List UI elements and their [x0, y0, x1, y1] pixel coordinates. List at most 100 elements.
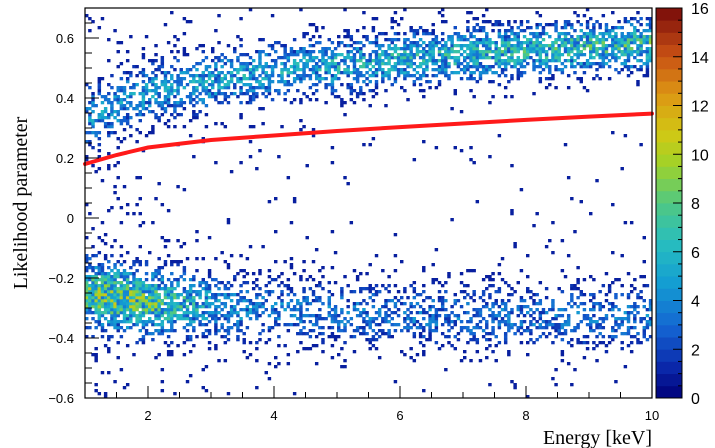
heatmap-cell [103, 302, 108, 306]
heatmap-cell [173, 314, 177, 318]
heatmap-cell [481, 26, 486, 30]
heatmap-cell [412, 74, 417, 78]
heatmap-cell [217, 101, 221, 105]
heatmap-cell [270, 68, 275, 72]
heatmap-cell [110, 101, 114, 105]
colorbar-segment [656, 288, 682, 301]
heatmap-cell [494, 53, 498, 57]
heatmap-cell [633, 302, 637, 306]
heatmap-cell [151, 290, 155, 294]
heatmap-cell [532, 47, 536, 51]
heatmap-cell [154, 89, 158, 93]
heatmap-cell [611, 338, 615, 342]
heatmap-cell [475, 29, 480, 33]
heatmap-cell [318, 308, 322, 312]
heatmap-cell [129, 101, 133, 105]
heatmap-cell [195, 257, 199, 261]
heatmap-cell [607, 32, 612, 36]
heatmap-cell [302, 287, 306, 291]
heatmap-cell [110, 110, 114, 114]
heatmap-cell [384, 74, 388, 78]
heatmap-cell [377, 290, 382, 294]
heatmap-cell [415, 77, 420, 81]
heatmap-cell [160, 56, 165, 60]
heatmap-cell [321, 266, 325, 270]
heatmap-cell [611, 329, 615, 333]
heatmap-cell [409, 53, 413, 57]
heatmap-cell [488, 68, 492, 72]
heatmap-cell [519, 305, 524, 309]
heatmap-cell [201, 59, 205, 63]
heatmap-cell [573, 11, 577, 15]
heatmap-cell [132, 260, 136, 264]
heatmap-cell [292, 305, 297, 309]
heatmap-cell [226, 281, 231, 285]
heatmap-cell [535, 65, 539, 69]
heatmap-cell [365, 35, 369, 39]
heatmap-cell [475, 41, 480, 45]
heatmap-cell [352, 290, 357, 294]
heatmap-cell [343, 326, 347, 330]
heatmap-cell [201, 335, 205, 339]
heatmap-cell [103, 257, 108, 261]
heatmap-cell [258, 305, 262, 309]
heatmap-cell [510, 293, 514, 297]
heatmap-cell [535, 23, 539, 27]
heatmap-cell [434, 320, 439, 324]
heatmap-cell [226, 263, 231, 267]
heatmap-cell [107, 305, 111, 309]
heatmap-cell [299, 50, 303, 54]
heatmap-cell [485, 320, 489, 324]
heatmap-cell [444, 314, 448, 318]
heatmap-cell [261, 77, 265, 81]
heatmap-cell [352, 335, 357, 339]
heatmap-cell [151, 83, 155, 87]
heatmap-cell [173, 308, 177, 312]
heatmap-cell [223, 296, 228, 300]
heatmap-cell [255, 302, 259, 306]
heatmap-cell [289, 50, 294, 54]
heatmap-cell [516, 305, 520, 309]
heatmap-cell [119, 254, 124, 258]
heatmap-cell [374, 83, 379, 87]
heatmap-cell [620, 26, 624, 30]
heatmap-cell [91, 92, 95, 96]
heatmap-cell [475, 338, 480, 342]
heatmap-cell [318, 314, 322, 318]
heatmap-cell [261, 296, 265, 300]
heatmap-cell [185, 335, 190, 339]
heatmap-cell [544, 296, 549, 300]
heatmap-cell [305, 332, 309, 336]
heatmap-cell [148, 251, 152, 255]
heatmap-cell [377, 311, 382, 315]
heatmap-cell [226, 317, 231, 321]
heatmap-cell [248, 125, 253, 129]
heatmap-cell [91, 311, 95, 315]
heatmap-cell [318, 59, 322, 63]
heatmap-cell [362, 299, 366, 303]
heatmap-cell [551, 56, 555, 60]
heatmap-cell [466, 20, 470, 24]
heatmap-cell [431, 317, 435, 321]
heatmap-cell [258, 149, 262, 153]
heatmap-cell [400, 17, 404, 21]
heatmap-cell [409, 50, 413, 54]
heatmap-cell [239, 290, 243, 294]
heatmap-cell [119, 104, 124, 108]
colorbar-segment [656, 324, 682, 338]
colorbar-segment [656, 300, 682, 314]
heatmap-cell [333, 62, 338, 66]
heatmap-cell [292, 50, 297, 54]
heatmap-cell [516, 62, 520, 66]
heatmap-cell [163, 302, 168, 306]
heatmap-cell [103, 293, 108, 297]
heatmap-cell [491, 326, 495, 330]
heatmap-cell [475, 350, 480, 354]
heatmap-cell [541, 29, 546, 33]
heatmap-cell [595, 335, 599, 339]
heatmap-cell [554, 47, 558, 51]
heatmap-cell [94, 299, 98, 303]
colorbar-segment [656, 312, 682, 326]
heatmap-cell [437, 47, 442, 51]
heatmap-cell [113, 278, 117, 282]
